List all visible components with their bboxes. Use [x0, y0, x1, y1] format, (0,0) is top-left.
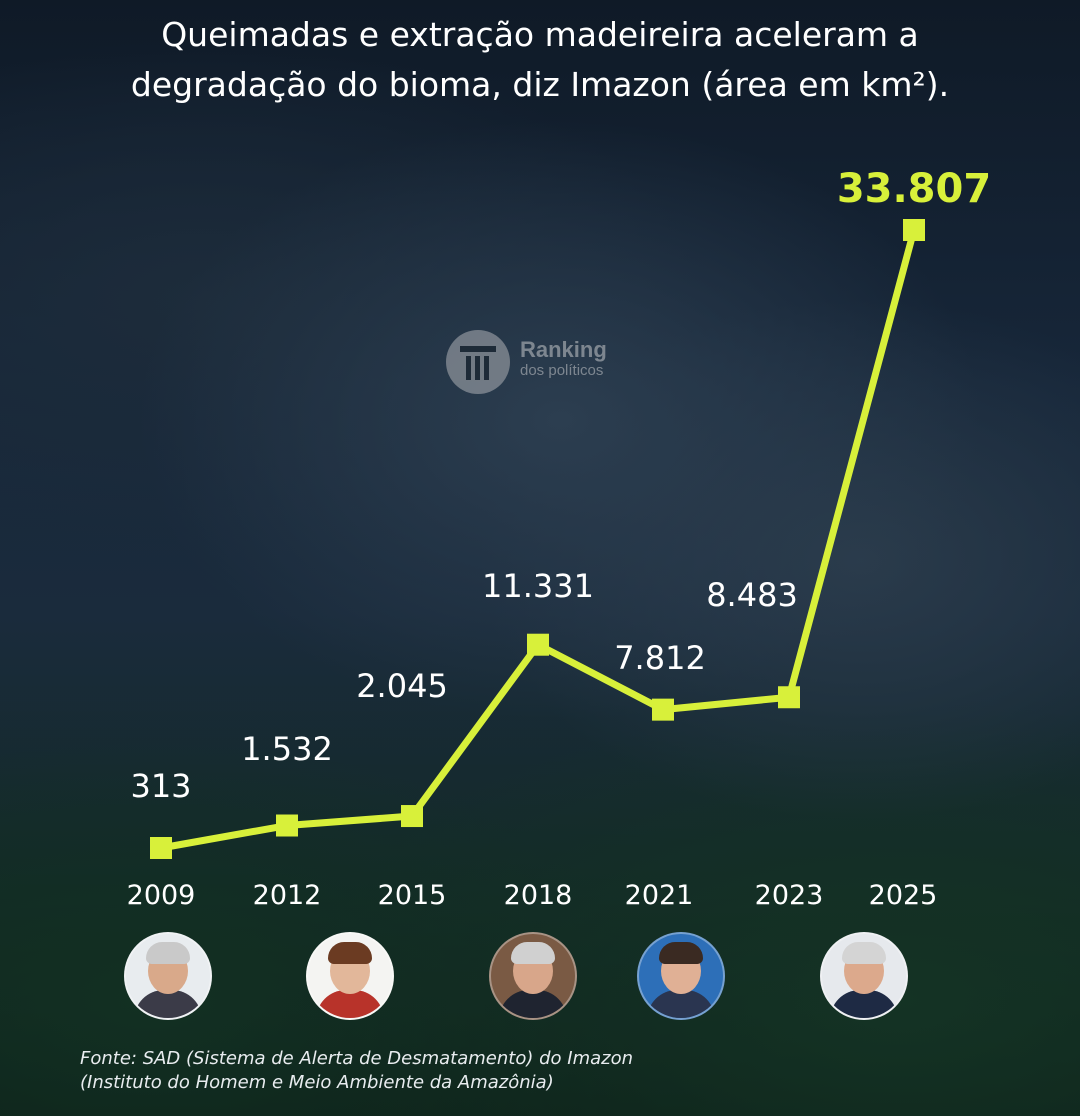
- value-label-2023: 8.483: [706, 576, 798, 614]
- x-tick-2025: 2025: [869, 880, 938, 911]
- x-tick-2009: 2009: [127, 880, 196, 911]
- chart-title: Queimadas e extração madeireira aceleram…: [0, 10, 1080, 110]
- ranking-logo: Ranking dos políticos: [446, 330, 646, 396]
- data-point-2021: [652, 698, 674, 721]
- value-label-2021: 7.812: [614, 639, 706, 677]
- source-line-1: Fonte: SAD (Sistema de Alerta de Desmata…: [80, 1048, 633, 1069]
- data-point-2012: [276, 814, 298, 837]
- x-tick-2012: 2012: [253, 880, 322, 911]
- value-label-2015: 2.045: [356, 667, 448, 705]
- value-label-2018: 11.331: [482, 567, 594, 605]
- x-tick-2021: 2021: [625, 880, 694, 911]
- x-tick-2023: 2023: [755, 880, 824, 911]
- source-line-2: (Instituto do Homem e Meio Ambiente da A…: [80, 1072, 554, 1093]
- portrait-icon: [306, 932, 394, 1020]
- data-point-2023: [778, 686, 800, 709]
- portrait-icon: [637, 932, 725, 1020]
- portrait-icon: [124, 932, 212, 1020]
- logo-sub: dos políticos: [520, 362, 604, 379]
- pillar-icon: [446, 330, 510, 394]
- value-label-2012: 1.532: [241, 730, 333, 768]
- logo-brand: Ranking: [520, 337, 607, 362]
- x-tick-2018: 2018: [504, 880, 573, 911]
- x-tick-2015: 2015: [378, 880, 447, 911]
- value-label-2009: 313: [130, 767, 191, 805]
- data-point-2015: [401, 805, 423, 828]
- title-line-2: degradação do bioma, diz Imazon (área em…: [130, 65, 950, 104]
- portrait-icon: [489, 932, 577, 1020]
- data-point-2009: [150, 837, 172, 859]
- portrait-icon: [820, 932, 908, 1020]
- data-point-2025: [903, 219, 925, 241]
- source-note: Fonte: SAD (Sistema de Alerta de Desmata…: [80, 1047, 633, 1095]
- value-label-2025: 33.807: [837, 166, 991, 212]
- data-point-2018: [527, 633, 549, 656]
- title-line-1: Queimadas e extração madeireira aceleram…: [161, 15, 919, 54]
